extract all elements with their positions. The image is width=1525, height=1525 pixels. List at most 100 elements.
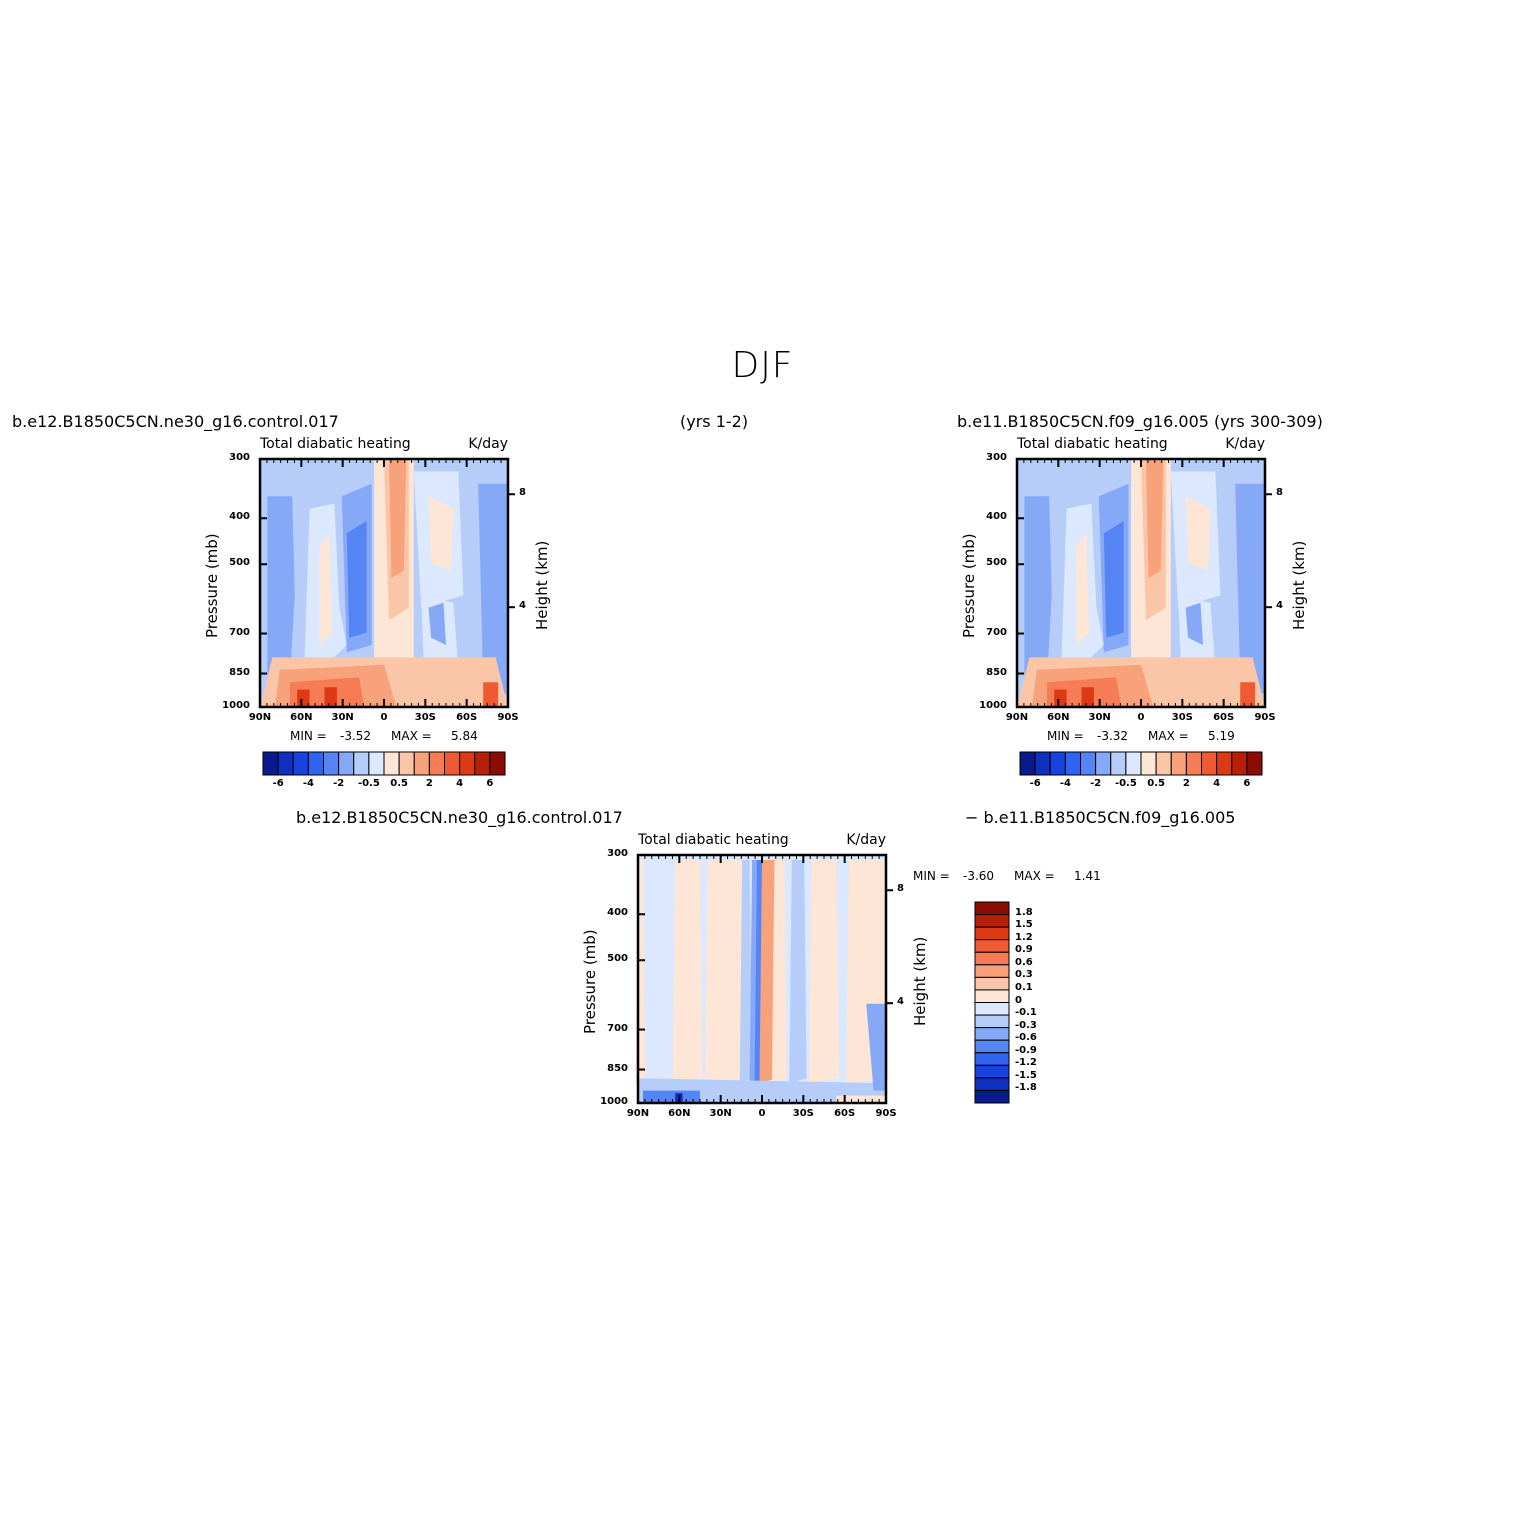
x-tick-label: 60S (456, 712, 478, 723)
colorbar-box (974, 1089, 1010, 1104)
x-tick-label: 90N (1005, 712, 1029, 723)
panel-title: Total diabatic heating (1017, 436, 1168, 452)
panel-units: K/day (846, 832, 886, 848)
x-tick-label: 30N (709, 1108, 732, 1119)
colorbar-box (974, 964, 1010, 978)
x-tick-label: 30S (792, 1108, 814, 1119)
colorbar-box (974, 1014, 1010, 1029)
contour-south-neg (1185, 602, 1203, 645)
colorbar-label: 2 (1182, 778, 1190, 789)
colorbar-box (974, 926, 1010, 941)
colorbar-box (974, 1064, 1010, 1079)
panel-units: K/day (468, 436, 508, 452)
contour-band (771, 860, 787, 1084)
colorbar-label: -0.1 (1015, 1007, 1037, 1019)
y-tick-label: 400 (229, 511, 250, 523)
colorbar-label: -0.3 (1015, 1019, 1037, 1031)
y-tick-label: 1000 (600, 1096, 628, 1107)
colorbar-label: -4 (1059, 778, 1071, 789)
colorbar-box (974, 939, 1010, 953)
contour-subtrop-core (346, 521, 367, 638)
colorbar-box (1246, 751, 1263, 776)
contour-subtrop-core (1103, 521, 1124, 638)
colorbar-label: -0.5 (357, 778, 380, 789)
stat-min-label: MIN = (1047, 729, 1084, 743)
contour-bl-max2 (1081, 687, 1094, 707)
y-tick-label: 500 (607, 953, 628, 965)
height-tick-label: 8 (519, 487, 526, 499)
contour-south-neg (428, 602, 446, 645)
panel-units: K/day (1225, 436, 1265, 452)
colorbar-box (974, 976, 1010, 991)
colorbar-label: 0.5 (390, 778, 408, 789)
colorbar-label: -6 (272, 778, 284, 789)
panel-title: Total diabatic heating (638, 832, 789, 848)
x-tick-label: 60S (834, 1108, 856, 1119)
height-tick-label: 8 (1276, 487, 1283, 499)
x-tick-label: 60N (668, 1108, 691, 1119)
colorbar-label: -0.5 (1114, 778, 1137, 789)
y-tick-label: 850 (229, 666, 250, 678)
stat-min-value: -3.32 (1097, 729, 1129, 743)
colorbar-label: 6 (486, 778, 494, 789)
contour-bl-max (297, 689, 310, 707)
contour-midlat-pos (1076, 533, 1089, 645)
colorbar-label: -0.9 (1015, 1044, 1037, 1056)
y-tick-label: 700 (607, 1022, 628, 1034)
colorbar-label: -1.8 (1015, 1082, 1037, 1094)
height-tick-label: 8 (897, 883, 904, 895)
contour-antarctic (478, 483, 508, 695)
colorbar-label: 2 (425, 778, 433, 789)
stat-max-label: MAX = (1148, 729, 1189, 743)
stat-max-value: 5.19 (1208, 729, 1235, 743)
contour-bl-south (1240, 682, 1256, 707)
colorbar-label: -1.5 (1015, 1069, 1037, 1081)
x-tick-label: 0 (380, 712, 388, 723)
x-tick-label: 0 (758, 1108, 766, 1119)
stat-min-label: MIN = (913, 869, 950, 883)
colorbar-box (974, 1077, 1010, 1091)
y-tick-label: 300 (986, 452, 1007, 463)
plot-area (260, 459, 508, 707)
colorbar-label: 0.3 (1015, 969, 1033, 981)
y-tick-label: 500 (229, 557, 250, 569)
diff-label-right: − b.e11.B1850C5CN.f09_g16.005 (965, 808, 1236, 827)
y-axis-label: Pressure (mb) (581, 929, 599, 1034)
stat-max-label: MAX = (391, 729, 432, 743)
colorbar-label: -1.2 (1015, 1057, 1037, 1069)
colorbar-box (974, 1039, 1010, 1054)
stat-max-value: 5.84 (451, 729, 478, 743)
case1-label: b.e12.B1850C5CN.ne30_g16.control.017 (12, 412, 339, 431)
x-tick-label: 30S (414, 712, 436, 723)
contour-bl-max2 (324, 687, 337, 707)
colorbar-label: 4 (1213, 778, 1221, 789)
x-tick-label: 90N (626, 1108, 650, 1119)
contour-midlat-pos (319, 533, 332, 645)
x-tick-label: 90S (497, 712, 519, 723)
colorbar-label: -0.6 (1015, 1032, 1037, 1044)
y-tick-label: 700 (229, 626, 250, 638)
colorbar-box (974, 901, 1010, 916)
x-tick-label: 0 (1137, 712, 1145, 723)
y-tick-label: 400 (986, 511, 1007, 523)
height-tick-label: 4 (1276, 600, 1283, 612)
contour-trop-core (389, 459, 407, 578)
colorbar-label: 6 (1243, 778, 1251, 789)
contour-bl-south (483, 682, 499, 707)
colorbar-label: -6 (1029, 778, 1041, 789)
panel-title: Total diabatic heating (260, 436, 411, 452)
x-tick-label: 90S (875, 1108, 897, 1119)
colorbar-box (974, 989, 1010, 1003)
contour-south-pos (1185, 496, 1211, 571)
contour-band (789, 860, 807, 1084)
colorbar-box (974, 951, 1010, 966)
y-tick-label: 300 (607, 848, 628, 859)
colorbar-label: 1.8 (1015, 906, 1033, 918)
colorbar-box (974, 1052, 1010, 1066)
contour-trop-core (1146, 459, 1164, 578)
colorbar-label: 0.1 (1015, 981, 1033, 993)
contour-antarctic-neg (866, 1003, 886, 1091)
x-tick-label: 90N (248, 712, 272, 723)
